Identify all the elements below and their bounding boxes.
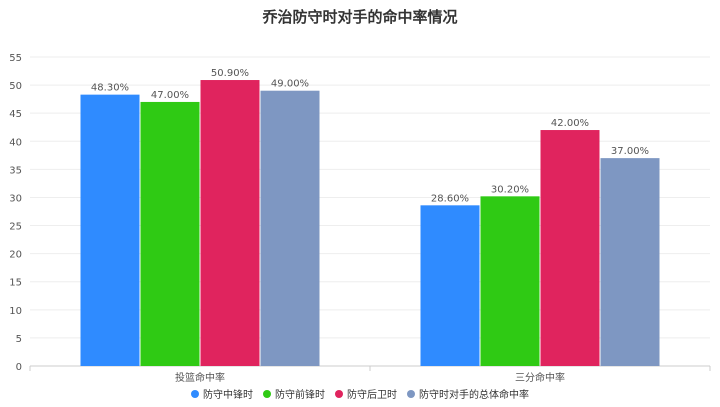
- legend-marker: [407, 389, 415, 398]
- data-label: 48.30%: [91, 83, 129, 94]
- y-tick-label: 15: [9, 278, 22, 289]
- y-tick-label: 30: [9, 193, 22, 204]
- y-tick-label: 0: [16, 362, 22, 373]
- legend-item[interactable]: 防守时对手的总体命中率: [407, 386, 529, 401]
- legend-label: 防守后卫时: [347, 390, 397, 401]
- data-label: 37.00%: [611, 146, 649, 157]
- bar: [480, 196, 540, 366]
- legend-label: 防守前锋时: [275, 390, 325, 401]
- bar: [80, 94, 140, 366]
- legend-item[interactable]: 防守前锋时: [263, 386, 325, 401]
- y-tick-label: 35: [9, 165, 22, 176]
- x-tick-label: 三分命中率: [515, 371, 565, 384]
- legend-marker: [191, 389, 199, 398]
- legend-item[interactable]: 防守后卫时: [335, 386, 397, 401]
- bar: [420, 205, 480, 366]
- y-tick-label: 45: [9, 109, 22, 120]
- data-label: 49.00%: [271, 79, 309, 90]
- data-label: 30.20%: [491, 184, 529, 195]
- chart-title: 乔治防守时对手的命中率情况: [262, 8, 458, 26]
- y-tick-label: 5: [16, 334, 22, 345]
- bar: [600, 158, 660, 366]
- y-tick-label: 40: [9, 137, 22, 148]
- y-tick-label: 20: [9, 250, 22, 261]
- bar: [260, 90, 320, 366]
- x-tick-label: 投篮命中率: [175, 371, 225, 384]
- bar: [200, 80, 260, 366]
- data-label: 47.00%: [151, 90, 189, 101]
- legend-label: 防守中锋时: [203, 390, 253, 401]
- y-tick-label: 25: [9, 222, 22, 233]
- legend: 防守中锋时 防守前锋时 防守后卫时 防守时对手的总体命中率: [0, 386, 720, 401]
- data-label: 42.00%: [551, 118, 589, 129]
- bar: [140, 101, 200, 366]
- legend-marker: [335, 389, 343, 398]
- legend-marker: [263, 389, 271, 398]
- y-tick-label: 50: [9, 81, 22, 92]
- data-label: 28.60%: [431, 193, 469, 204]
- legend-item[interactable]: 防守中锋时: [191, 386, 253, 401]
- legend-label: 防守时对手的总体命中率: [419, 390, 529, 401]
- y-tick-label: 55: [9, 53, 22, 64]
- bar: [540, 130, 600, 366]
- data-label: 50.90%: [211, 68, 249, 79]
- y-tick-label: 10: [9, 306, 22, 317]
